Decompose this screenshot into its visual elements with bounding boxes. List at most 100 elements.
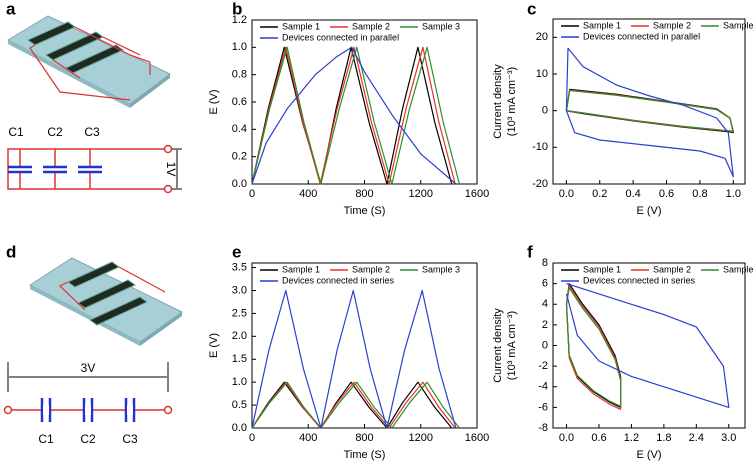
legend-label: Sample 2 [653, 264, 691, 274]
y-tick-label: 1.0 [232, 41, 247, 53]
x-tick-label: 1200 [409, 188, 433, 200]
legend-label: Sample 1 [282, 21, 320, 31]
legend-label: Sample 2 [352, 264, 390, 274]
series-line [251, 381, 460, 429]
panel-label: f [527, 242, 533, 261]
legend-label: Sample 3 [422, 21, 460, 31]
voltage-label: 3V [81, 361, 96, 375]
panel-label: d [6, 242, 16, 261]
panel-label: e [232, 242, 241, 261]
legend-label: Sample 3 [422, 264, 460, 274]
series-line [251, 46, 456, 185]
y-tick-label: 3.5 [232, 261, 247, 273]
y-tick-label: 0.0 [232, 422, 247, 434]
legend-label: Sample 1 [583, 264, 621, 274]
device-illustration [6, 15, 171, 108]
y-tick-label: 10 [536, 68, 548, 80]
legend-label: Sample 3 [723, 20, 756, 30]
y-tick-label: 20 [536, 31, 548, 43]
capacitor-label: C3 [122, 432, 138, 446]
legend-label: Devices connected in parallel [583, 31, 700, 41]
x-tick-label: 1200 [409, 432, 433, 444]
series-line [565, 287, 622, 407]
y-tick-label: 1.2 [232, 14, 247, 26]
y-axis-label: Current density [492, 64, 504, 139]
x-tick-label: 0.2 [592, 188, 607, 200]
x-axis-label: Time (S) [344, 205, 386, 217]
y-tick-label: 0.8 [232, 69, 247, 81]
x-tick-label: 0.4 [625, 188, 640, 200]
series-line [251, 46, 460, 185]
x-tick-label: 0.0 [559, 432, 574, 444]
panel-label: c [527, 0, 536, 18]
y-tick-label: 1.0 [232, 376, 247, 388]
legend-label: Sample 2 [653, 20, 691, 30]
y-tick-label: -20 [532, 178, 548, 190]
y-tick-label: 2 [542, 319, 548, 331]
capacitor-label: C1 [38, 432, 54, 446]
series-circuit [3, 398, 173, 422]
y-tick-label: -6 [538, 401, 548, 413]
legend-label: Sample 3 [723, 264, 756, 274]
y-tick-label: -10 [532, 141, 548, 153]
y-tick-label: 0.2 [232, 151, 247, 163]
x-tick-label: 2.4 [689, 432, 704, 444]
y-tick-label: 3.0 [232, 284, 247, 296]
x-axis-label: Time (S) [344, 449, 386, 461]
y-axis-label: (10³ mA cm⁻³) [506, 311, 518, 380]
y-tick-label: 8 [542, 257, 548, 269]
y-tick-label: 4 [542, 298, 548, 310]
device-illustration [29, 257, 183, 346]
legend-label: Sample 1 [282, 264, 320, 274]
series-line [251, 289, 457, 429]
y-tick-label: -2 [538, 360, 548, 372]
capacitor-label: C2 [47, 125, 63, 139]
y-axis-label: E (V) [208, 333, 220, 358]
x-tick-label: 400 [299, 432, 317, 444]
panel-label: b [232, 0, 242, 18]
legend-label: Devices connected in series [282, 275, 395, 285]
y-tick-label: -8 [538, 422, 548, 434]
plot-frame [251, 262, 478, 429]
legend-label: Devices connected in series [583, 275, 696, 285]
legend-label: Sample 2 [352, 21, 390, 31]
series-line [565, 283, 622, 408]
y-tick-label: -4 [538, 381, 548, 393]
voltage-arrow [172, 148, 182, 190]
x-tick-label: 1.8 [656, 432, 671, 444]
y-tick-label: 0 [542, 105, 548, 117]
plot-frame [552, 18, 746, 185]
x-tick-label: 800 [355, 188, 373, 200]
y-tick-label: 0.6 [232, 96, 247, 108]
x-tick-label: 3.0 [721, 432, 736, 444]
x-tick-label: 0.0 [559, 188, 574, 200]
x-axis-label: E (V) [636, 205, 661, 217]
y-tick-label: 0 [542, 339, 548, 351]
series-line [251, 46, 457, 185]
x-tick-label: 0.6 [591, 432, 606, 444]
x-tick-label: 1.2 [624, 432, 639, 444]
y-tick-label: 2.0 [232, 330, 247, 342]
legend-label: Sample 1 [583, 20, 621, 30]
x-tick-label: 400 [299, 188, 317, 200]
x-tick-label: 1600 [465, 432, 489, 444]
x-tick-label: 1.0 [726, 188, 741, 200]
y-axis-label: (10³ mA cm⁻³) [506, 67, 518, 136]
voltage-arrow [7, 362, 169, 392]
parallel-circuit [7, 144, 173, 194]
y-tick-label: 6 [542, 278, 548, 290]
y-tick-label: 0.4 [232, 123, 247, 135]
y-tick-label: 1.5 [232, 353, 247, 365]
series-line [251, 381, 453, 429]
x-axis-label: E (V) [636, 449, 661, 461]
series-line [565, 283, 730, 408]
x-tick-label: 0 [249, 188, 255, 200]
series-line [251, 381, 456, 429]
capacitor-label: C2 [80, 432, 96, 446]
x-tick-label: 1600 [465, 188, 489, 200]
capacitor-label: C3 [84, 125, 100, 139]
legend-label: Devices connected in parallel [282, 32, 399, 42]
series-line [565, 89, 734, 132]
